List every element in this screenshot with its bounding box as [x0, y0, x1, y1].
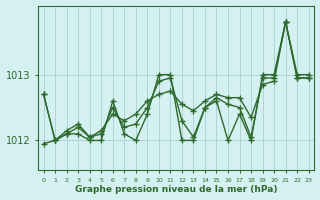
X-axis label: Graphe pression niveau de la mer (hPa): Graphe pression niveau de la mer (hPa)	[75, 185, 277, 194]
